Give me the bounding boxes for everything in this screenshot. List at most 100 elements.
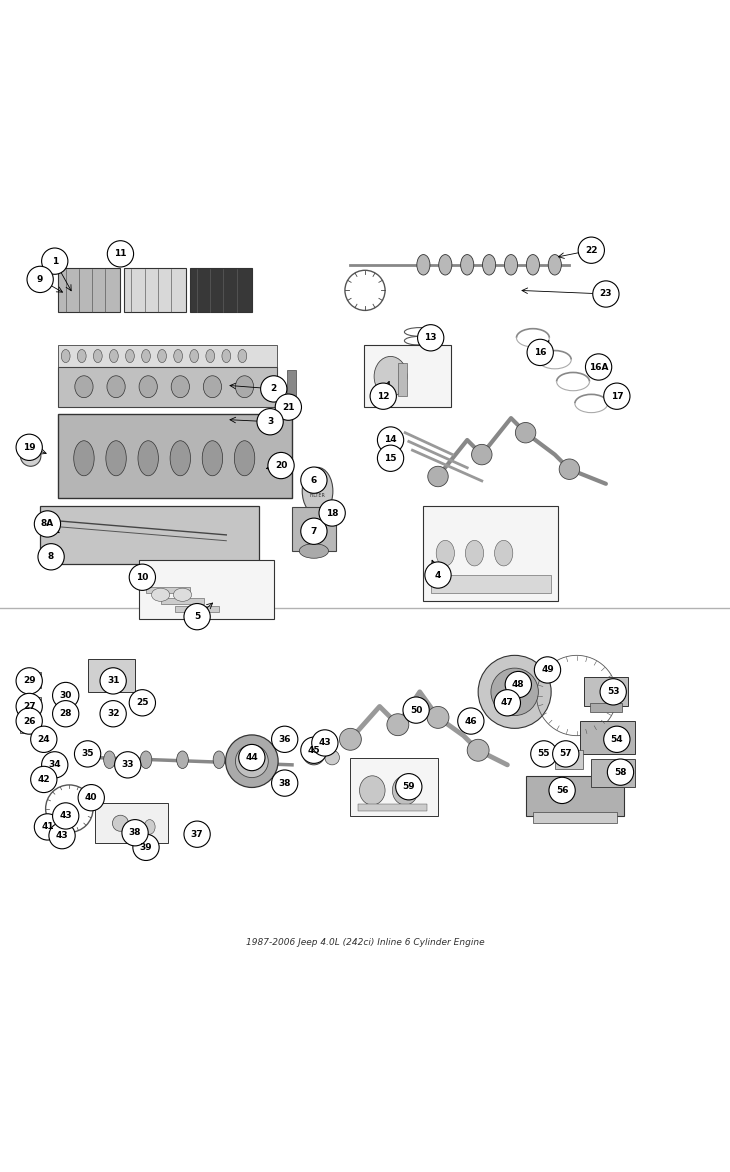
Text: 42: 42: [37, 775, 50, 784]
Text: 24: 24: [37, 735, 50, 744]
Bar: [58, 367, 277, 407]
Text: 47: 47: [501, 699, 514, 707]
Bar: [287, 370, 296, 397]
Ellipse shape: [483, 254, 496, 275]
Text: 11: 11: [114, 250, 127, 258]
Circle shape: [272, 770, 298, 796]
Ellipse shape: [235, 376, 254, 397]
Text: 58: 58: [614, 768, 627, 777]
Text: 38: 38: [278, 778, 291, 788]
Circle shape: [578, 237, 604, 264]
Circle shape: [275, 394, 301, 421]
Text: 1: 1: [52, 257, 58, 266]
Circle shape: [16, 434, 42, 461]
Text: 14: 14: [384, 436, 397, 444]
Bar: [58, 268, 120, 312]
Bar: [364, 345, 451, 407]
Ellipse shape: [250, 751, 261, 769]
Ellipse shape: [202, 441, 223, 476]
Circle shape: [257, 409, 283, 435]
Ellipse shape: [467, 740, 489, 761]
Bar: [40, 505, 259, 564]
Ellipse shape: [158, 349, 166, 362]
Text: 38: 38: [128, 829, 142, 837]
Ellipse shape: [548, 254, 561, 275]
Text: 43: 43: [55, 831, 69, 840]
Circle shape: [16, 668, 42, 694]
Circle shape: [301, 518, 327, 544]
Circle shape: [184, 604, 210, 629]
Ellipse shape: [126, 349, 134, 362]
Circle shape: [549, 777, 575, 804]
Ellipse shape: [107, 376, 126, 397]
Circle shape: [319, 500, 345, 526]
Circle shape: [115, 751, 141, 778]
Ellipse shape: [374, 356, 407, 396]
Circle shape: [42, 751, 68, 778]
Text: 44: 44: [245, 754, 258, 762]
Circle shape: [403, 697, 429, 723]
Bar: [591, 759, 635, 786]
Text: 21: 21: [282, 403, 295, 411]
Ellipse shape: [472, 444, 492, 465]
Circle shape: [133, 834, 159, 860]
Circle shape: [53, 701, 79, 727]
Text: 16: 16: [534, 348, 547, 357]
Bar: [526, 776, 624, 816]
Bar: [146, 587, 190, 593]
Circle shape: [100, 701, 126, 727]
Text: 7: 7: [311, 526, 317, 536]
Ellipse shape: [360, 776, 385, 805]
Ellipse shape: [203, 376, 222, 397]
Circle shape: [301, 737, 327, 763]
Ellipse shape: [20, 445, 41, 466]
Ellipse shape: [222, 349, 231, 362]
Ellipse shape: [303, 743, 325, 765]
Circle shape: [34, 511, 61, 537]
Text: 16A: 16A: [589, 362, 608, 372]
Bar: [555, 750, 583, 769]
Bar: [358, 804, 427, 811]
Ellipse shape: [206, 349, 215, 362]
Text: 39: 39: [139, 843, 153, 852]
Text: 15: 15: [384, 454, 397, 463]
Bar: [590, 703, 622, 711]
Ellipse shape: [478, 655, 551, 728]
Ellipse shape: [302, 468, 333, 515]
Bar: [398, 363, 407, 396]
Circle shape: [494, 689, 520, 716]
Circle shape: [107, 240, 134, 267]
Text: 9: 9: [37, 275, 43, 284]
Circle shape: [272, 727, 298, 752]
Circle shape: [531, 741, 557, 766]
Text: 43: 43: [59, 811, 72, 820]
Circle shape: [239, 744, 265, 771]
Text: 19: 19: [23, 443, 36, 451]
Bar: [58, 415, 292, 498]
Circle shape: [370, 383, 396, 409]
Circle shape: [604, 383, 630, 409]
Ellipse shape: [190, 349, 199, 362]
Bar: [533, 812, 617, 823]
Text: 8A: 8A: [41, 519, 54, 529]
Text: 36: 36: [278, 735, 291, 744]
Ellipse shape: [491, 668, 539, 716]
Circle shape: [553, 741, 579, 766]
Text: 1987-2006 Jeep 4.0L (242ci) Inline 6 Cylinder Engine: 1987-2006 Jeep 4.0L (242ci) Inline 6 Cyl…: [246, 939, 484, 947]
Ellipse shape: [144, 819, 155, 834]
Circle shape: [129, 564, 155, 591]
Text: 55: 55: [537, 749, 550, 758]
Text: 34: 34: [48, 761, 61, 769]
Ellipse shape: [61, 349, 70, 362]
Text: 8: 8: [48, 552, 54, 561]
Text: 32: 32: [107, 709, 120, 718]
Text: 50: 50: [410, 706, 422, 715]
Circle shape: [534, 656, 561, 683]
Text: 30: 30: [60, 691, 72, 700]
Text: 20: 20: [275, 461, 287, 470]
Bar: [20, 672, 41, 688]
Text: 17: 17: [610, 391, 623, 401]
Ellipse shape: [515, 422, 536, 443]
Ellipse shape: [234, 441, 255, 476]
Ellipse shape: [104, 751, 115, 769]
